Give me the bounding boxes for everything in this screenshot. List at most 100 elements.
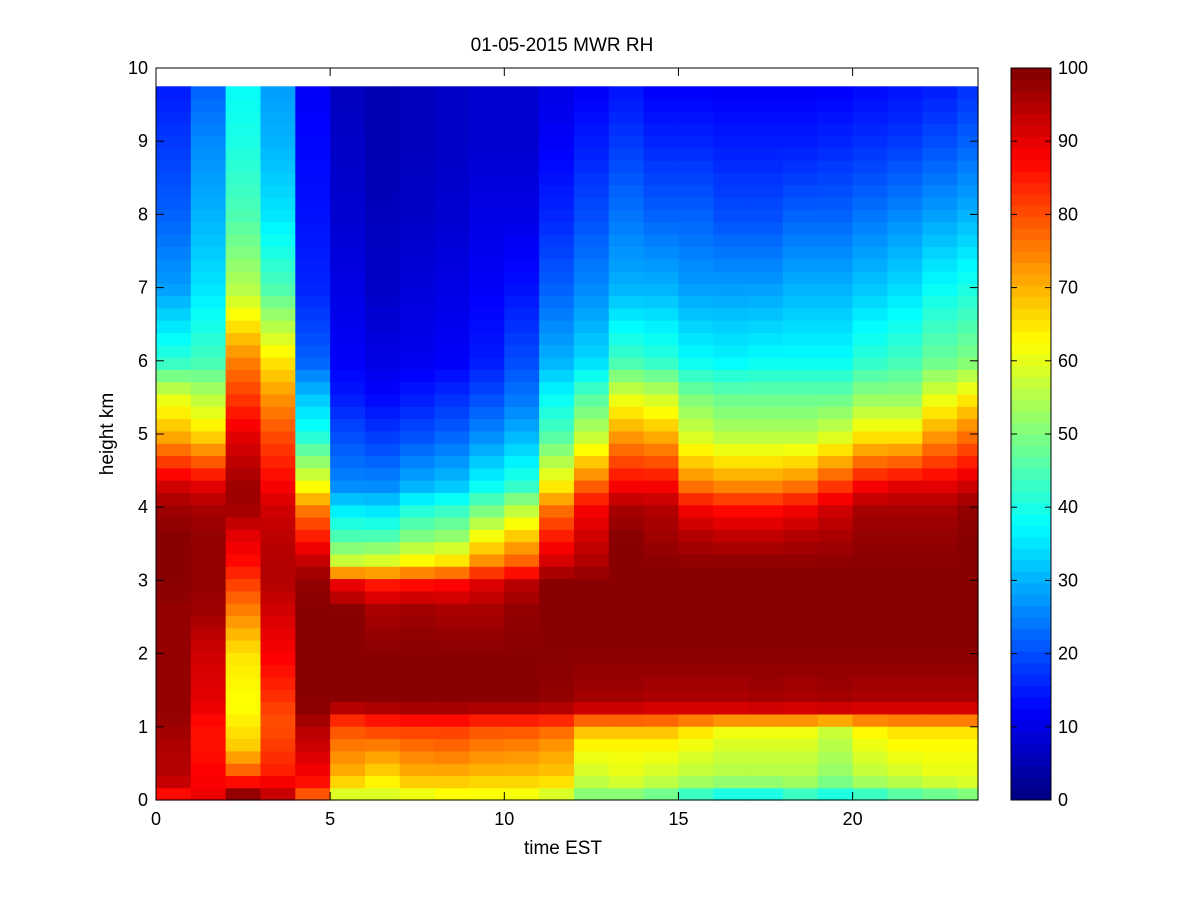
- heatmap-cell: [748, 307, 784, 321]
- heatmap-cell: [295, 787, 331, 801]
- heatmap-cell: [469, 147, 505, 161]
- heatmap-cell: [678, 713, 714, 727]
- heatmap-cell: [678, 775, 714, 789]
- heatmap-cell: [957, 123, 979, 137]
- heatmap-cell: [852, 160, 889, 174]
- heatmap-cell: [225, 393, 262, 407]
- heatmap-cell: [364, 258, 401, 272]
- heatmap-cell: [295, 123, 331, 137]
- heatmap-cell: [957, 357, 979, 370]
- heatmap-cell: [469, 270, 505, 284]
- colorbar-segment: [1011, 434, 1051, 446]
- heatmap-cell: [713, 467, 749, 481]
- heatmap-cell: [957, 590, 979, 604]
- heatmap-cell: [190, 603, 227, 617]
- heatmap-cell: [225, 320, 262, 334]
- colorbar-segment: [1011, 674, 1051, 687]
- heatmap-cell: [156, 590, 192, 604]
- heatmap-cell: [887, 344, 923, 358]
- heatmap-cell: [782, 406, 819, 420]
- heatmap-cell: [887, 406, 923, 420]
- heatmap-cell: [399, 467, 436, 481]
- heatmap-cell: [190, 775, 227, 789]
- heatmap-cell: [573, 135, 610, 149]
- colorbar-segment: [1011, 182, 1051, 195]
- heatmap-cell: [156, 763, 192, 776]
- heatmap-cell: [539, 393, 575, 407]
- heatmap-cell: [225, 529, 262, 543]
- heatmap-cell: [330, 295, 366, 309]
- heatmap-cell: [156, 640, 192, 653]
- heatmap-cell: [190, 492, 227, 506]
- heatmap-cell: [713, 689, 749, 703]
- heatmap-cell: [225, 160, 262, 174]
- heatmap-cell: [678, 640, 714, 653]
- heatmap-cell: [225, 541, 262, 555]
- heatmap-cell: [190, 430, 227, 444]
- heatmap-cell: [295, 480, 331, 493]
- heatmap-cell: [817, 393, 854, 407]
- heatmap-cell: [295, 110, 331, 124]
- heatmap-cell: [678, 615, 714, 629]
- heatmap-cell: [469, 209, 505, 223]
- heatmap-cell: [608, 209, 645, 223]
- colorbar-segment: [1011, 594, 1051, 607]
- heatmap-cell: [887, 553, 923, 567]
- heatmap-cell: [364, 590, 401, 604]
- heatmap-cell: [539, 160, 575, 174]
- heatmap-cell: [190, 627, 227, 641]
- heatmap-cell: [225, 123, 262, 137]
- heatmap-cell: [190, 652, 227, 666]
- heatmap-cell: [748, 750, 784, 764]
- heatmap-cell: [434, 541, 471, 555]
- heatmap-cell: [678, 443, 714, 457]
- heatmap-cell: [782, 197, 819, 210]
- heatmap-cell: [434, 713, 471, 727]
- heatmap-cell: [643, 332, 680, 346]
- heatmap-cell: [330, 86, 366, 100]
- heatmap-cell: [434, 246, 471, 260]
- heatmap-cell: [817, 726, 854, 740]
- heatmap-cell: [364, 726, 401, 740]
- heatmap-cell: [748, 590, 784, 604]
- heatmap-cell: [957, 529, 979, 543]
- heatmap-cell: [539, 270, 575, 284]
- colorbar-segment: [1011, 205, 1051, 218]
- heatmap-cell: [852, 209, 889, 223]
- heatmap-cell: [260, 504, 296, 518]
- heatmap-cell: [399, 787, 436, 801]
- heatmap-cell: [156, 787, 192, 801]
- heatmap-cell: [852, 603, 889, 617]
- heatmap-cell: [608, 652, 645, 666]
- heatmap-cell: [852, 393, 889, 407]
- heatmap-cell: [364, 541, 401, 555]
- heatmap-cell: [643, 147, 680, 161]
- heatmap-cell: [678, 566, 714, 580]
- heatmap-cell: [608, 332, 645, 346]
- heatmap-cell: [713, 233, 749, 247]
- heatmap-cell: [957, 258, 979, 272]
- colorbar-segment: [1011, 136, 1051, 149]
- heatmap-cell: [957, 393, 979, 407]
- heatmap-cell: [156, 332, 192, 346]
- heatmap-cell: [469, 197, 505, 210]
- heatmap-cell: [399, 86, 436, 100]
- heatmap-cell: [190, 393, 227, 407]
- heatmap-cell: [957, 504, 979, 518]
- heatmap-cell: [434, 763, 471, 776]
- heatmap-cell: [887, 713, 923, 727]
- heatmap-cell: [643, 381, 680, 395]
- heatmap-cell: [957, 233, 979, 247]
- colorbar-segment: [1011, 296, 1051, 309]
- heatmap-cell: [225, 295, 262, 309]
- heatmap-cell: [922, 209, 958, 223]
- heatmap-cell: [887, 603, 923, 617]
- heatmap-cell: [817, 713, 854, 727]
- heatmap-cell: [608, 357, 645, 370]
- heatmap-cell: [295, 369, 331, 383]
- heatmap-cell: [573, 172, 610, 186]
- heatmap-cell: [713, 246, 749, 260]
- heatmap-cell: [573, 603, 610, 617]
- heatmap-cell: [678, 184, 714, 198]
- heatmap-cell: [399, 455, 436, 469]
